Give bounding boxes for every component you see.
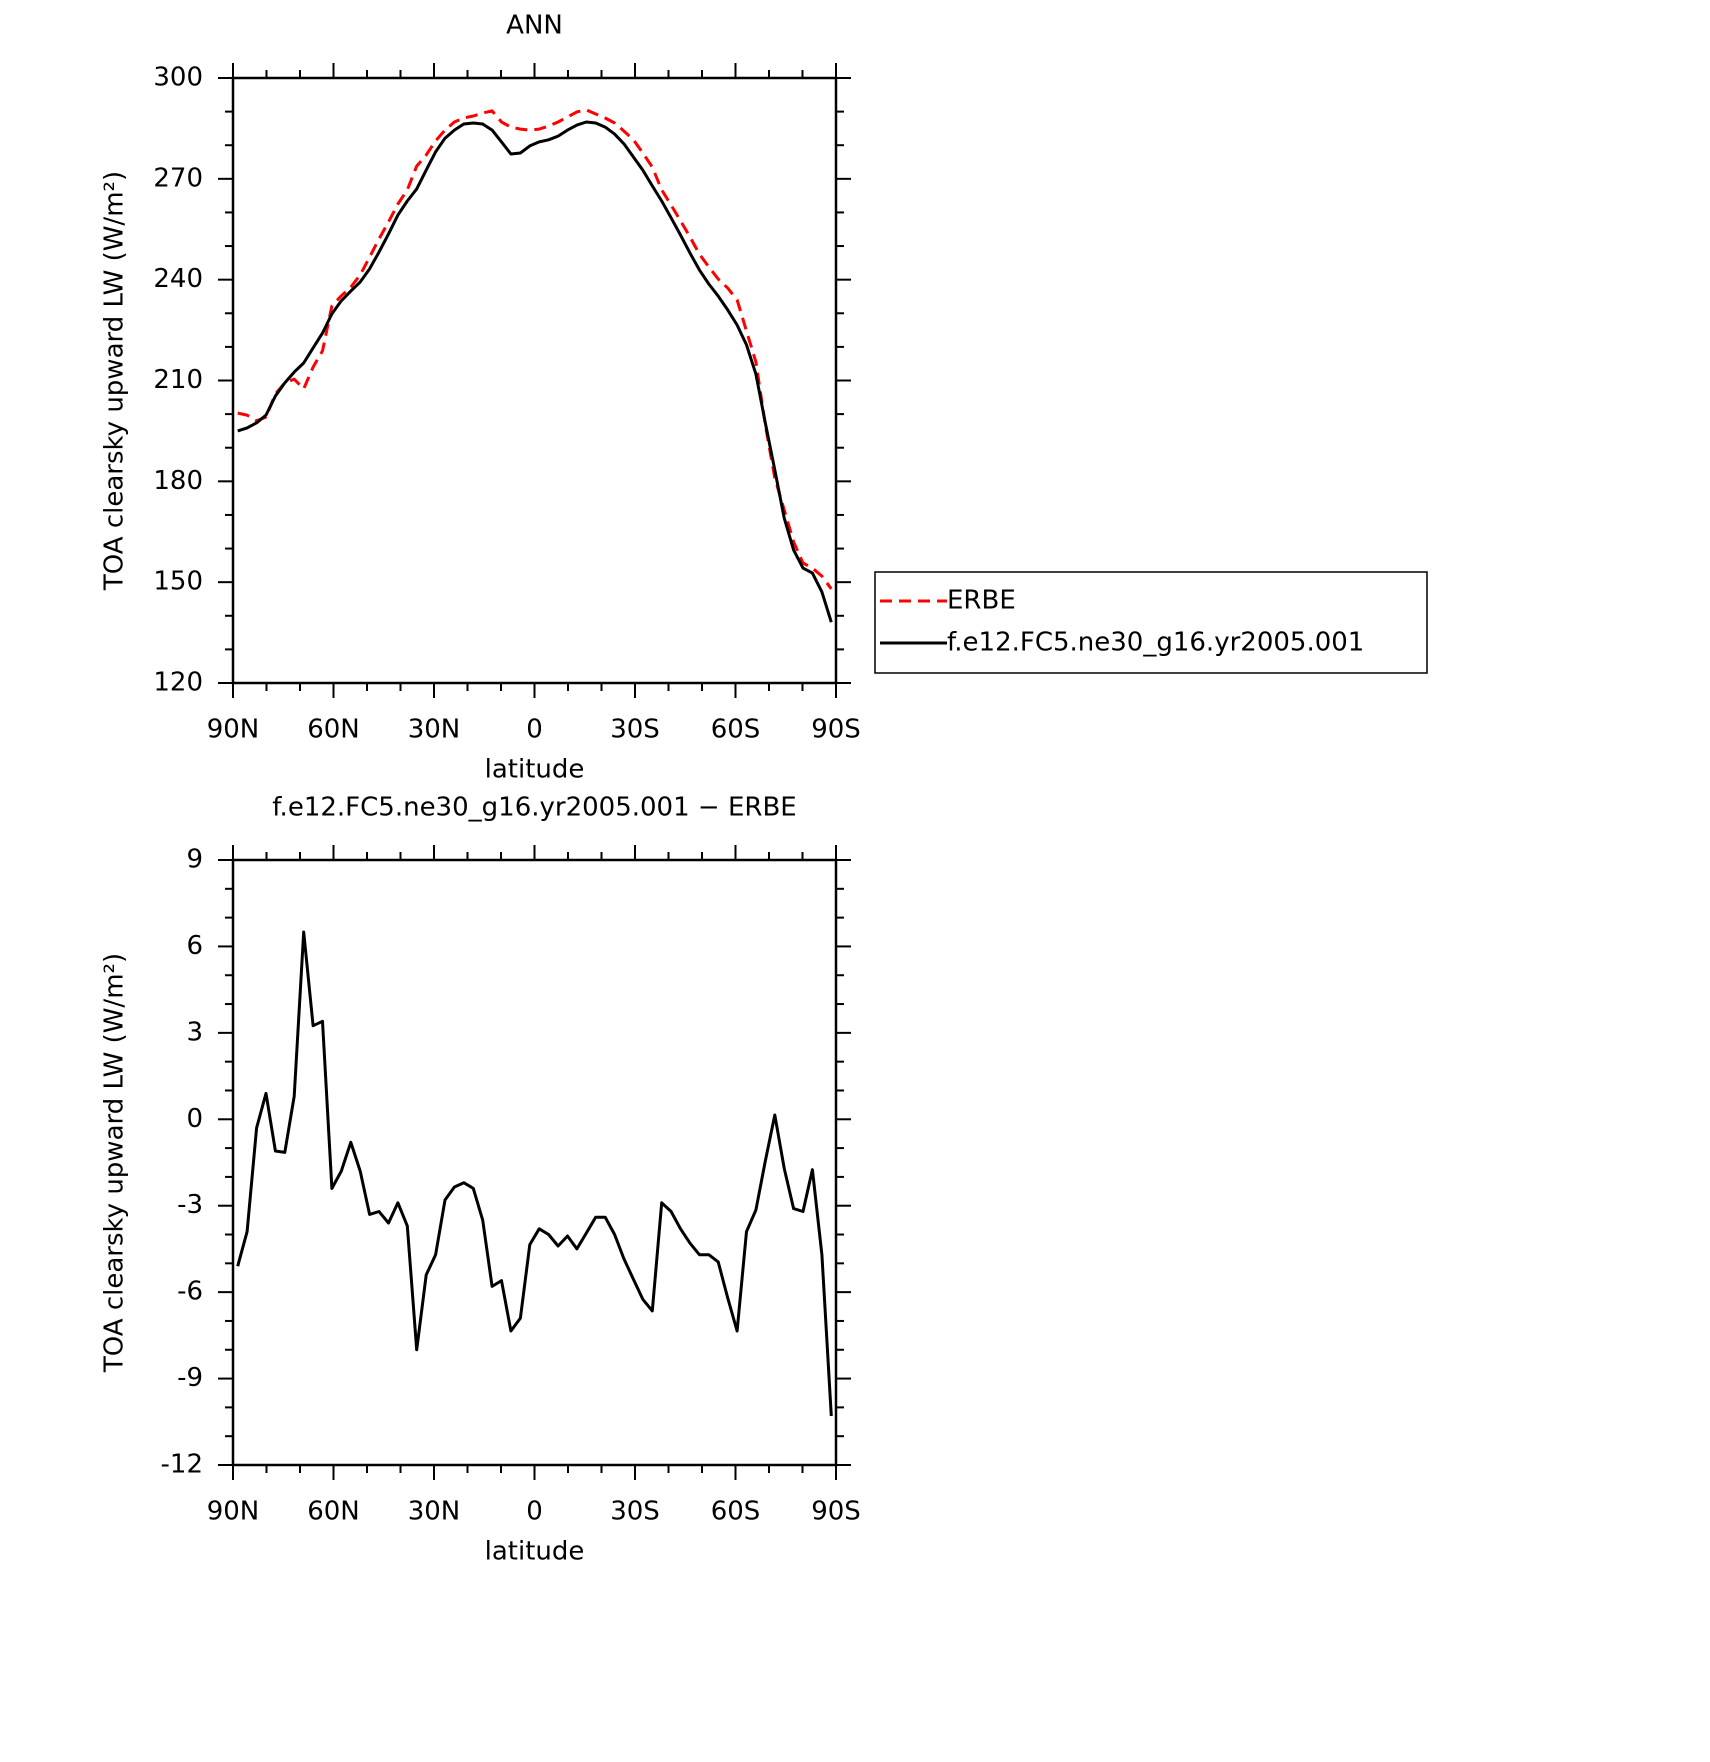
- y-tick-label: 150: [153, 567, 203, 597]
- legend-label: ERBE: [947, 586, 1016, 616]
- x-axis-label: latitude: [485, 755, 585, 785]
- y-tick-label: 6: [186, 931, 203, 961]
- plot-frame: [231, 858, 838, 1467]
- y-tick-label: 120: [153, 668, 203, 698]
- y-tick-label: -3: [177, 1190, 203, 1220]
- data-line: [236, 930, 833, 1417]
- x-tick-label: 0: [526, 715, 543, 745]
- y-tick-label: 300: [153, 63, 203, 93]
- x-tick-label: 90S: [811, 1497, 861, 1527]
- y-tick-label: -6: [177, 1277, 203, 1307]
- x-tick-label: 30N: [408, 715, 461, 745]
- x-tick-label: 30S: [610, 1497, 660, 1527]
- x-tick-label: 60S: [711, 1497, 761, 1527]
- x-tick-label: 60N: [307, 1497, 360, 1527]
- y-axis-label: TOA clearsky upward LW (W/m²): [100, 171, 130, 591]
- y-tick-label: 270: [153, 163, 203, 193]
- x-tick-label: 90N: [207, 1497, 260, 1527]
- y-tick-label: 0: [186, 1104, 203, 1134]
- y-tick-label: 3: [186, 1017, 203, 1047]
- x-tick-label: 60N: [307, 715, 360, 745]
- y-axis-label: TOA clearsky upward LW (W/m²): [100, 953, 130, 1373]
- x-tick-label: 60S: [711, 715, 761, 745]
- y-tick-label: -9: [177, 1363, 203, 1393]
- y-tick-label: 180: [153, 466, 203, 496]
- legend-label: f.e12.FC5.ne30_g16.yr2005.001: [947, 628, 1364, 658]
- x-axis-label: latitude: [485, 1537, 585, 1567]
- data-line: [237, 108, 833, 590]
- x-tick-label: 30N: [408, 1497, 461, 1527]
- data-line: [237, 120, 833, 623]
- y-tick-label: 210: [153, 365, 203, 395]
- x-tick-label: 90N: [207, 715, 260, 745]
- chart-title: f.e12.FC5.ne30_g16.yr2005.001 − ERBE: [272, 793, 796, 823]
- legend-box: [874, 571, 1428, 674]
- chart-title: ANN: [506, 11, 563, 41]
- plot-frame: [231, 76, 838, 685]
- x-tick-label: 90S: [811, 715, 861, 745]
- y-tick-label: 9: [186, 845, 203, 875]
- y-tick-label: -12: [161, 1450, 203, 1480]
- x-tick-label: 30S: [610, 715, 660, 745]
- y-tick-label: 240: [153, 264, 203, 294]
- x-tick-label: 0: [526, 1497, 543, 1527]
